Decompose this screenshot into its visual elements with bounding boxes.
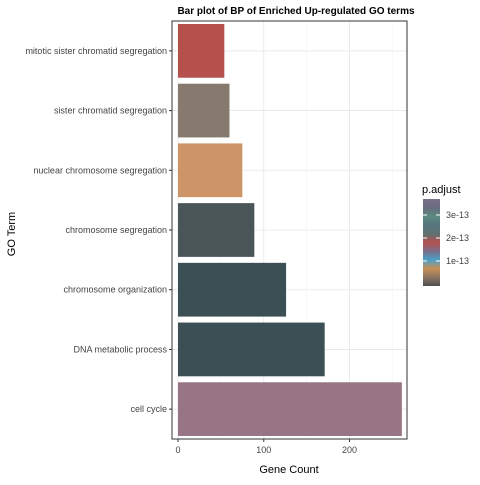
legend-label: 1e-13: [446, 256, 469, 266]
y-tick-label: mitotic sister chromatid segregation: [25, 46, 167, 56]
x-ticks: 0 100 200: [175, 439, 357, 455]
bar: [178, 322, 325, 377]
y-tick-labels: mitotic sister chromatid segregation sist…: [25, 46, 172, 414]
legend-label: 3e-13: [446, 210, 469, 220]
y-tick-label: sister chromatid segregation: [54, 106, 167, 116]
bar: [178, 203, 255, 257]
bars: [178, 23, 402, 437]
chart-title: Bar plot of BP of Enriched Up-regulated …: [177, 6, 415, 17]
x-tick-label: 100: [256, 445, 271, 455]
bar: [178, 382, 402, 437]
y-tick-label: chromosome segregation: [65, 225, 167, 235]
bar: [178, 262, 287, 317]
x-axis-title: Gene Count: [259, 464, 318, 476]
legend-colorbar: [423, 199, 440, 286]
bar: [178, 23, 225, 78]
bar: [178, 143, 243, 198]
legend-title: p.adjust: [422, 184, 461, 196]
bar: [178, 83, 230, 138]
legend-label: 2e-13: [446, 233, 469, 243]
y-tick-label: chromosome organization: [63, 285, 167, 295]
y-tick-label: nuclear chromosome segregation: [33, 165, 167, 175]
y-axis-title: GO Term: [6, 212, 18, 256]
x-tick-label: 200: [342, 445, 357, 455]
y-tick-label: DNA metabolic process: [73, 344, 167, 354]
legend: p.adjust 3e-13 2e-13 1e-13: [422, 184, 469, 286]
x-tick-label: 0: [175, 445, 180, 455]
y-tick-label: cell cycle: [130, 404, 167, 414]
